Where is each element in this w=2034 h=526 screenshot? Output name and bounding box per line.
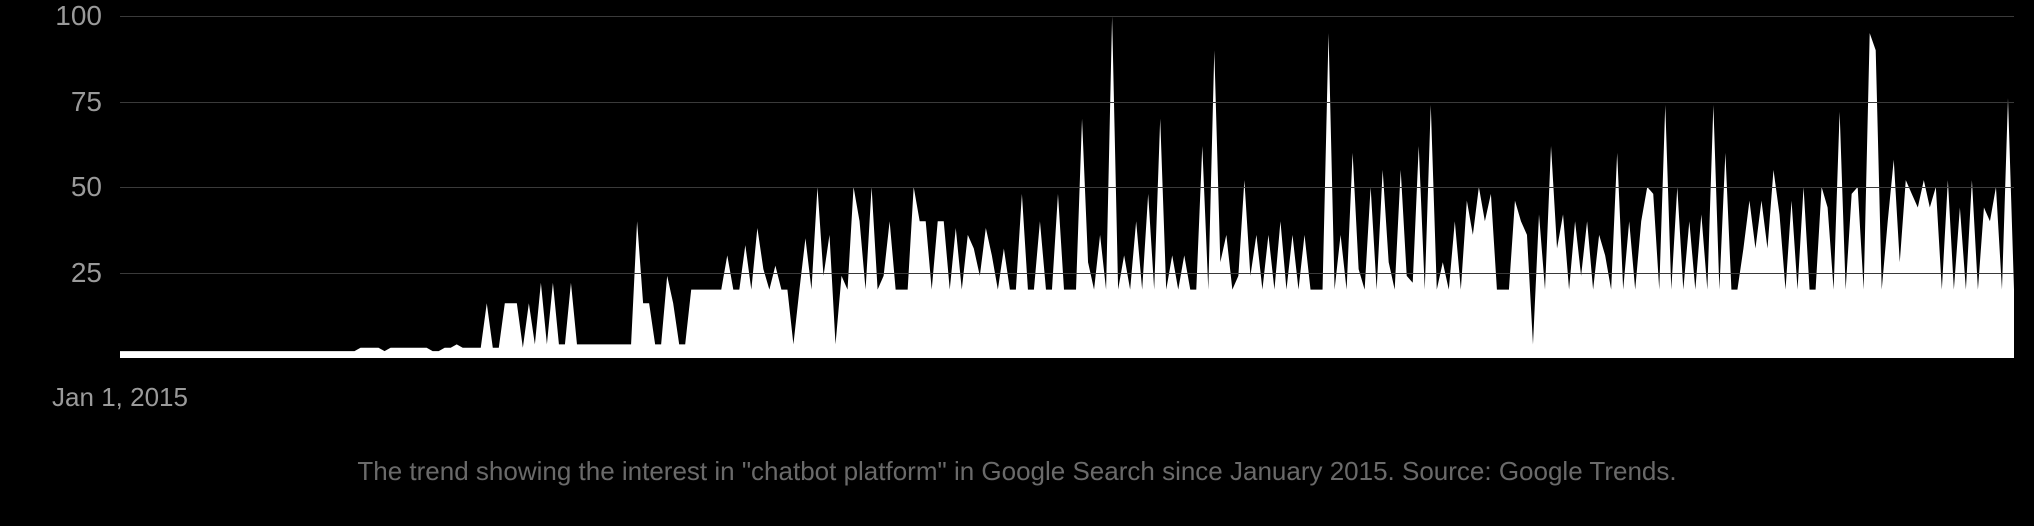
gridline [120, 16, 2014, 17]
y-tick-label: 25 [0, 257, 102, 289]
gridline [120, 187, 2014, 188]
y-tick-label: 100 [0, 0, 102, 32]
y-tick-label: 50 [0, 171, 102, 203]
gridline [120, 273, 2014, 274]
chart-container: 25 50 75 100 Jan 1, 2015 The trend showing … [0, 0, 2034, 526]
x-tick-label: Jan 1, 2015 [52, 382, 188, 413]
gridline [120, 102, 2014, 103]
chart-plot-area [120, 16, 2014, 358]
y-tick-label: 75 [0, 86, 102, 118]
chart-caption: The trend showing the interest in "chatb… [0, 456, 2034, 487]
